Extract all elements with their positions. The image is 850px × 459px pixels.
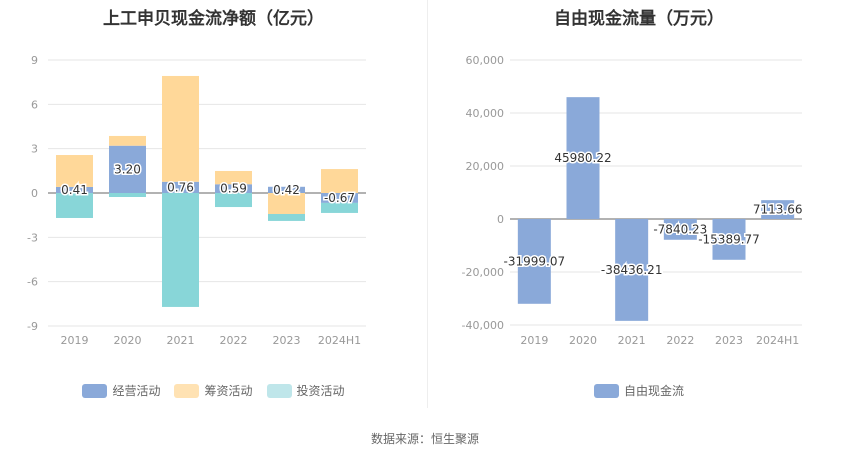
y-tick-label: 0: [31, 187, 38, 200]
x-tick-label: 2019: [520, 334, 548, 347]
bar-segment[interactable]: [56, 155, 93, 187]
bar-segment[interactable]: [321, 169, 358, 193]
bar-segment[interactable]: [321, 193, 358, 203]
legend-label-investing: 投资活动: [296, 384, 345, 398]
bar-value-label: 3.20: [114, 162, 141, 176]
x-tick-label: 2019: [61, 334, 89, 347]
bar-value-label: -7840.23: [653, 222, 707, 236]
x-tick-label: 2020: [569, 334, 597, 347]
legend-item-free-cash-flow[interactable]: 自由现金流: [593, 382, 684, 399]
bar-value-label: -31999.07: [504, 254, 566, 268]
y-tick-label: 20,000: [466, 160, 505, 173]
x-tick-label: 2022: [220, 334, 248, 347]
y-tick-label: 40,000: [466, 107, 505, 120]
y-tick-label: -6: [27, 276, 38, 289]
panel-divider: [427, 0, 428, 408]
bar-segment[interactable]: [56, 186, 93, 193]
y-tick-label: -9: [27, 320, 38, 333]
legend-item-investing[interactable]: 投资活动: [266, 382, 345, 399]
bar-value-label: -15389.77: [698, 232, 760, 246]
left-chart-legend: 经营活动 筹资活动 投资活动: [0, 382, 427, 399]
x-tick-label: 2023: [273, 334, 301, 347]
legend-label-financing: 筹资活动: [204, 384, 253, 398]
bar-segment[interactable]: [268, 186, 305, 193]
right-chart-plot: -40,000 -20,000 0 20,000 40,000 60,000 -31999.…: [462, 54, 804, 347]
y-tick-label: 60,000: [466, 54, 505, 67]
y-tick-label: 9: [31, 54, 38, 67]
legend-swatch-financing: [174, 383, 200, 398]
x-tick-label: 2023: [715, 334, 743, 347]
y-tick-label: -40,000: [462, 319, 504, 332]
bar[interactable]: [517, 219, 551, 304]
right-chart-panel: 自由现金流量（万元） -40,000 -20,000 0 20,000 40,000 60…: [428, 0, 850, 410]
bar-segment[interactable]: [268, 193, 305, 214]
legend-item-operating[interactable]: 经营活动: [82, 382, 160, 399]
right-chart-title: 自由现金流量（万元）: [554, 9, 724, 29]
bar[interactable]: [615, 219, 649, 321]
bar-segment[interactable]: [109, 193, 146, 197]
legend-swatch-free-cash-flow: [593, 383, 619, 398]
bar-segment[interactable]: [162, 193, 199, 307]
bar-value-label: -38436.21: [601, 263, 663, 277]
bar-segment[interactable]: [109, 135, 146, 146]
y-tick-label: -3: [27, 231, 38, 244]
legend-swatch-operating: [82, 383, 108, 398]
legend-swatch-investing: [266, 383, 292, 398]
left-chart-panel: 上工申贝现金流净额（亿元） -9 -6 -3 0 3 6 9 0.41 2019 3.20 2020…: [0, 0, 427, 410]
x-tick-label: 2020: [114, 334, 142, 347]
left-chart-plot: -9 -6 -3 0 3 6 9 0.41 2019 3.20 2020 0.76 2021 0.59 20…: [27, 54, 366, 347]
bar-value-label: 7113.66: [753, 203, 803, 217]
y-tick-label: 0: [497, 213, 504, 226]
bar-segment[interactable]: [215, 170, 252, 185]
y-tick-label: -20,000: [462, 266, 504, 279]
legend-label-operating: 经营活动: [112, 384, 161, 398]
bar-segment[interactable]: [321, 202, 358, 213]
y-tick-label: 6: [31, 98, 38, 111]
bar[interactable]: [712, 219, 746, 260]
y-tick-label: 3: [31, 143, 38, 156]
x-tick-label: 2024H1: [318, 334, 361, 347]
left-chart-title: 上工申贝现金流净额（亿元）: [103, 9, 324, 29]
bar[interactable]: [663, 219, 697, 240]
bar-value-label: -0.67: [324, 191, 355, 205]
x-tick-label: 2021: [618, 334, 646, 347]
bar-value-label: 0.41: [61, 183, 88, 197]
legend-label-free-cash-flow: 自由现金流: [623, 384, 684, 398]
bar-segment[interactable]: [215, 193, 252, 208]
x-tick-label: 2022: [666, 334, 694, 347]
bar-segment[interactable]: [162, 75, 199, 182]
bar-value-label: 45980.22: [554, 151, 611, 165]
right-chart-legend: 自由现金流: [428, 382, 850, 399]
bar-value-label: 0.76: [167, 180, 194, 194]
bar-segment[interactable]: [215, 184, 252, 193]
bar[interactable]: [566, 97, 600, 219]
x-tick-label: 2024H1: [756, 334, 799, 347]
legend-item-financing[interactable]: 筹资活动: [174, 382, 253, 399]
bar[interactable]: [761, 200, 795, 219]
bar-segment[interactable]: [56, 193, 93, 218]
bar-segment[interactable]: [109, 145, 146, 193]
data-source-note: 数据来源：恒生聚源: [370, 432, 479, 446]
bar-segment[interactable]: [268, 213, 305, 221]
bar-value-label: 0.59: [220, 182, 247, 196]
bar-value-label: 0.42: [273, 183, 300, 197]
bar-segment[interactable]: [162, 181, 199, 193]
x-tick-label: 2021: [167, 334, 195, 347]
